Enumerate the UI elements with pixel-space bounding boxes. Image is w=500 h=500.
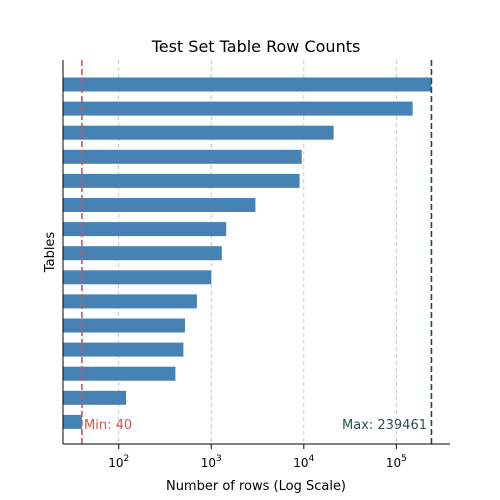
chart-title: Test Set Table Row Counts — [151, 37, 361, 56]
bar — [63, 366, 176, 381]
bar — [63, 294, 197, 309]
min-annotation: Min: 40 — [84, 418, 132, 433]
x-tick-label: 103 — [201, 454, 222, 470]
reference-lines — [81, 60, 433, 444]
bar — [63, 246, 222, 261]
max-annotation: Max: 239461 — [342, 418, 427, 433]
bar — [63, 77, 432, 92]
bar — [63, 125, 334, 140]
bars-group — [63, 77, 432, 429]
bar — [63, 198, 256, 212]
x-tick-label: 102 — [108, 454, 129, 470]
bar — [63, 270, 212, 285]
axes — [62, 60, 450, 445]
y-axis-label: Tables — [43, 232, 58, 274]
x-tick-label: 105 — [386, 454, 407, 470]
bar — [63, 101, 413, 116]
bar — [63, 318, 185, 333]
bar — [63, 222, 227, 237]
bar — [63, 390, 127, 405]
x-ticks: 102 103 104 105 — [108, 444, 407, 470]
x-axis-label: Number of rows (Log Scale) — [166, 479, 346, 494]
x-tick-label: 104 — [293, 454, 314, 470]
bar — [63, 342, 184, 357]
bar — [63, 414, 82, 429]
bar — [63, 173, 300, 188]
bar — [63, 149, 302, 164]
